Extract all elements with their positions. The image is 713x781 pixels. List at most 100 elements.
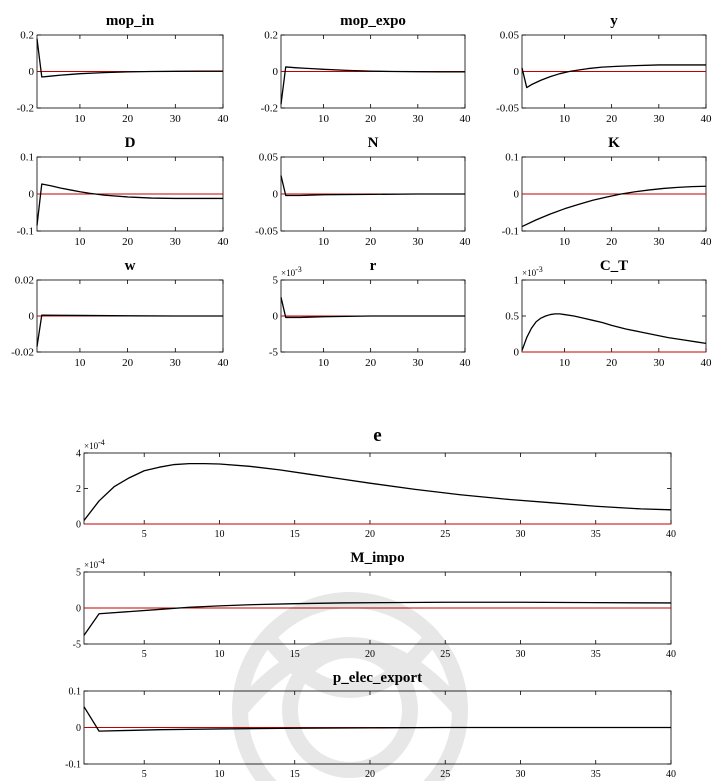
x-tick-label: 15 [290, 769, 300, 780]
y-tick-label: -0.2 [261, 103, 278, 115]
series-line [280, 66, 465, 105]
panel-C_T: C_T 10 20 30 40 0 0.5 1×10-3 [505, 258, 712, 369]
x-tick-label: 30 [653, 357, 665, 369]
panel-title: M_impo [350, 550, 404, 566]
panel-w: w 10 20 30 40 -0.02 0 0.02 [11, 258, 229, 369]
x-tick-label: 20 [365, 236, 377, 248]
x-tick-label: 20 [606, 236, 618, 248]
series-line [36, 38, 223, 78]
y-tick-label: -0.2 [17, 103, 34, 115]
x-tick-label: 10 [318, 357, 330, 369]
x-tick-label: 20 [365, 357, 377, 369]
x-tick-label: 10 [214, 529, 224, 540]
x-tick-label: 40 [460, 113, 472, 125]
axes-box [83, 452, 672, 525]
x-tick-label: 20 [365, 113, 377, 125]
y-tick-label: 0 [273, 311, 279, 323]
x-tick-label: 10 [559, 357, 571, 369]
x-tick-label: 40 [701, 236, 713, 248]
panel-title: p_elec_export [333, 670, 422, 686]
x-tick-label: 30 [515, 769, 525, 780]
x-tick-label: 25 [440, 769, 450, 780]
x-tick-label: 20 [606, 357, 618, 369]
y-tick-label: 0.05 [259, 152, 279, 164]
y-tick-label: 0 [273, 66, 279, 78]
x-tick-label: 10 [74, 113, 86, 125]
x-tick-label: 35 [591, 649, 601, 660]
y-tick-label: 5 [273, 275, 279, 287]
x-tick-label: 20 [365, 649, 375, 660]
series-line [36, 314, 223, 347]
x-tick-label: 40 [701, 357, 713, 369]
series-line [83, 601, 672, 636]
panel-title: D [125, 135, 136, 151]
panel-title: mop_expo [340, 13, 406, 29]
x-tick-label: 40 [666, 529, 676, 540]
x-tick-label: 20 [122, 113, 134, 125]
y-tick-label: 0.2 [20, 30, 34, 42]
y-tick-label: -0.1 [17, 226, 34, 238]
y-tick-label: 0 [29, 311, 35, 323]
x-tick-label: 5 [142, 649, 147, 660]
x-tick-label: 30 [170, 236, 182, 248]
x-tick-label: 40 [460, 357, 472, 369]
y-tick-label: 0 [76, 723, 81, 734]
x-tick-label: 40 [701, 113, 713, 125]
panel-K: K 10 20 30 40 -0.1 0 0.1 [502, 135, 712, 248]
x-tick-label: 10 [74, 357, 86, 369]
axes-box [521, 279, 707, 353]
x-tick-label: 20 [365, 769, 375, 780]
y-tick-label: 0 [76, 520, 81, 531]
series-line [83, 706, 671, 732]
x-tick-label: 35 [591, 529, 601, 540]
series-line [83, 462, 672, 521]
x-tick-label: 10 [214, 649, 224, 660]
x-tick-label: 5 [142, 769, 147, 780]
series-line [36, 183, 223, 226]
y-tick-label: -0.02 [11, 347, 34, 359]
x-tick-label: 40 [666, 769, 676, 780]
panel-e: e 5 10 15 20 25 30 35 40 0 2 4×10-4 [76, 425, 676, 540]
panel-N: N 10 20 30 40 -0.05 0 0.05 [255, 135, 471, 248]
series-line [280, 297, 465, 319]
series-line [280, 175, 465, 197]
y-tick-label: 0.5 [505, 311, 519, 323]
y-tick-label: 0.02 [15, 275, 34, 287]
x-tick-label: 30 [170, 113, 182, 125]
y-tick-label: 0.1 [69, 687, 82, 698]
y-tick-label: 0.2 [264, 30, 278, 42]
panel-p_elec_export: p_elec_export 5 10 15 20 25 30 35 40 -0.1 0 0.1 [65, 670, 676, 780]
x-tick-label: 25 [440, 649, 450, 660]
x-tick-label: 20 [606, 113, 618, 125]
x-tick-label: 20 [122, 236, 134, 248]
y-tick-label: 0 [514, 66, 520, 78]
panel-y: y 10 20 30 40 -0.05 0 0.05 [496, 13, 712, 125]
y-tick-label: -5 [269, 347, 279, 359]
panel-mop_in: mop_in 10 20 30 40 -0.2 0 0.2 [17, 13, 229, 125]
x-tick-label: 10 [214, 769, 224, 780]
x-tick-label: 25 [440, 529, 450, 540]
y-exponent-label: ×10-3 [281, 265, 302, 278]
y-tick-label: -0.1 [502, 226, 519, 238]
y-exponent-label: ×10-4 [84, 438, 105, 451]
y-tick-label: -5 [73, 640, 81, 651]
series-line [521, 313, 707, 351]
panel-title: C_T [600, 258, 628, 274]
x-tick-label: 30 [653, 113, 665, 125]
y-tick-label: 0.1 [20, 152, 34, 164]
y-tick-label: 0 [29, 189, 35, 201]
series-line [521, 185, 707, 228]
y-exponent-label: ×10-3 [522, 265, 543, 278]
panel-title: w [125, 258, 136, 274]
x-tick-label: 30 [170, 357, 182, 369]
x-tick-label: 35 [591, 769, 601, 780]
y-tick-label: 0 [76, 604, 81, 615]
y-exponent-label: ×10-4 [84, 557, 105, 570]
y-tick-label: 0.05 [500, 30, 520, 42]
x-tick-label: 20 [365, 529, 375, 540]
y-tick-label: -0.05 [496, 103, 519, 115]
panel-mop_expo: mop_expo 10 20 30 40 -0.2 0 0.2 [261, 13, 471, 125]
x-tick-label: 15 [290, 529, 300, 540]
